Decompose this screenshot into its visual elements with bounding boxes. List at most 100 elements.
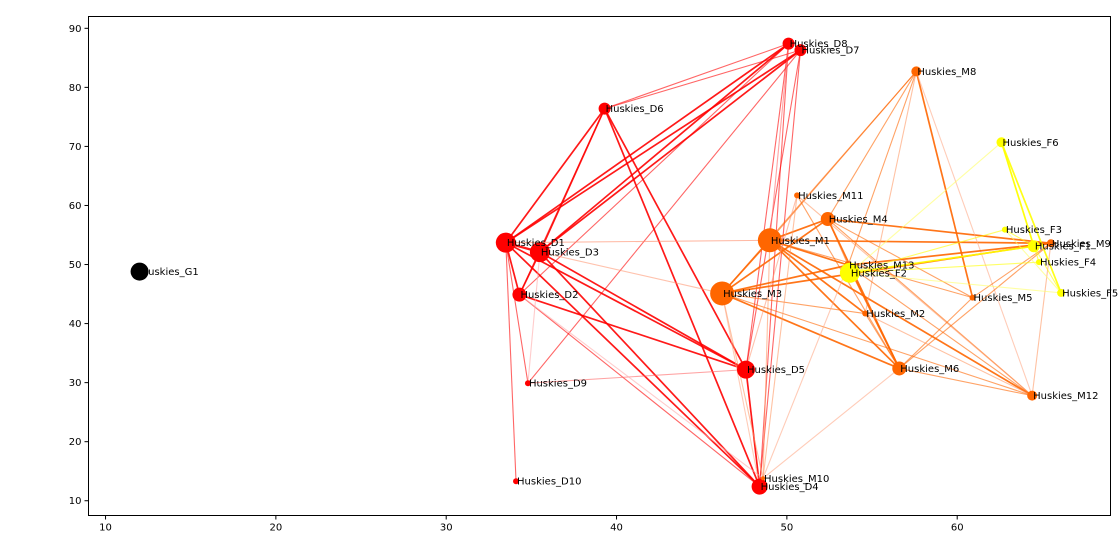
node-huskies-m12	[1027, 390, 1038, 401]
node-huskies-m3	[710, 281, 735, 306]
y-tick-label: 60	[69, 201, 82, 212]
node-huskies-d10	[513, 478, 520, 485]
edge-huskies-d1-huskies-m1	[505, 239, 770, 244]
node-huskies-m11	[794, 192, 801, 199]
edge-huskies-m3-huskies-m6	[721, 292, 900, 370]
x-tick-label: 10	[99, 523, 112, 534]
edge-huskies-d2-huskies-m10	[519, 294, 764, 479]
x-tick-label: 20	[269, 523, 282, 534]
edge-huskies-m8-huskies-m12	[915, 71, 1033, 396]
node-label-huskies-m9: Huskies_M9	[1052, 239, 1111, 250]
edge-huskies-m4-huskies-m13	[827, 218, 849, 266]
edge-huskies-d8-huskies-d5	[745, 43, 790, 370]
node-label-huskies-m13: Huskies_M13	[849, 261, 914, 272]
edge-huskies-m9-huskies-m12	[1031, 243, 1052, 396]
edge-huskies-m3-huskies-m12	[721, 292, 1033, 397]
node-huskies-f1	[1027, 240, 1040, 253]
y-tick-label: 50	[69, 260, 82, 271]
y-axis-ticks: 10 20 30 40 50 60 70 80 90	[69, 24, 89, 507]
node-label-huskies-m8: Huskies_M8	[917, 67, 976, 78]
edge-huskies-d9-huskies-d5	[527, 369, 747, 384]
x-axis-ticks: 10 20 30 40 50 60	[99, 515, 964, 534]
edge-huskies-d1-huskies-d4	[505, 242, 761, 488]
node-label-huskies-f3: Huskies_F3	[1006, 225, 1062, 236]
edge-huskies-m3-huskies-m2	[722, 292, 866, 315]
edge-huskies-d3-huskies-m3	[539, 251, 723, 294]
y-tick-label: 70	[69, 142, 82, 153]
node-huskies-g1	[130, 262, 149, 281]
node-huskies-f4	[1035, 259, 1042, 266]
edge-huskies-d5-huskies-m11	[745, 195, 798, 370]
node-huskies-m10	[761, 476, 766, 481]
edge-huskies-f2-huskies-f4	[849, 261, 1039, 274]
node-label-huskies-m12: Huskies_M12	[1033, 391, 1098, 402]
node-huskies-d5	[736, 360, 755, 379]
node-label-huskies-d3: Huskies_D3	[541, 248, 599, 259]
node-label-huskies-f5: Huskies_F5	[1062, 288, 1118, 299]
node-huskies-d7	[794, 44, 807, 57]
edge-huskies-m4-huskies-m8	[827, 71, 917, 220]
edge-huskies-m6-huskies-m13	[847, 264, 901, 369]
node-label-huskies-d10: Huskies_D10	[517, 477, 581, 488]
node-label-huskies-m5: Huskies_M5	[974, 293, 1033, 304]
edge-huskies-m8-huskies-m2	[864, 71, 917, 314]
plot-frame	[88, 16, 1111, 516]
node-label-huskies-d2: Huskies_D2	[520, 290, 578, 301]
edge-huskies-d1-huskies-d9	[505, 242, 529, 384]
x-tick-label: 60	[951, 523, 964, 534]
node-label-huskies-m2: Huskies_M2	[866, 309, 925, 320]
edge-huskies-d2-huskies-d5	[519, 293, 747, 371]
edge-huskies-d1-huskies-d10	[505, 242, 517, 482]
nodes-layer	[130, 37, 1066, 495]
edge-huskies-m1-huskies-m10	[762, 240, 771, 479]
node-label-huskies-d5: Huskies_D5	[747, 365, 805, 376]
x-tick-label: 40	[610, 523, 623, 534]
node-label-huskies-m11: Huskies_M11	[798, 191, 863, 202]
edge-huskies-d6-huskies-d4	[603, 108, 761, 487]
edge-huskies-f2-huskies-f5	[849, 272, 1062, 294]
edge-huskies-m1-huskies-m6	[769, 239, 900, 370]
edge-huskies-f2-huskies-f1	[849, 245, 1034, 274]
node-label-huskies-f6: Huskies_F6	[1002, 138, 1058, 149]
edge-huskies-d2-huskies-d8	[519, 43, 789, 296]
node-huskies-d6	[598, 102, 611, 115]
node-huskies-m9	[1046, 239, 1055, 248]
edge-huskies-d3-huskies-d7	[539, 49, 802, 253]
node-huskies-d9	[524, 380, 531, 387]
node-huskies-f5	[1057, 288, 1066, 297]
edge-huskies-d9-huskies-d3	[527, 252, 541, 384]
node-huskies-d4	[751, 478, 768, 495]
edge-huskies-m6-huskies-m12	[899, 367, 1033, 397]
edge-huskies-m11-huskies-m12	[796, 195, 1033, 397]
y-tick-label: 10	[69, 496, 82, 507]
edge-huskies-d9-huskies-d7	[527, 49, 801, 384]
edge-huskies-m8-huskies-m13	[847, 71, 917, 266]
node-label-huskies-g1: Huskies_G1	[141, 267, 199, 278]
edge-huskies-m3-huskies-m10	[721, 293, 764, 479]
node-labels-layer: Huskies_G1 Huskies_D1 Huskies_D2 Huskies_D3…	[141, 39, 1119, 493]
node-label-huskies-m6: Huskies_M6	[900, 364, 959, 375]
node-label-huskies-d7: Huskies_D7	[801, 46, 859, 57]
edge-huskies-d7-huskies-d4	[759, 50, 802, 487]
node-label-huskies-m4: Huskies_M4	[829, 215, 888, 226]
edge-huskies-f6-huskies-f2	[849, 141, 1002, 274]
edge-huskies-d6-huskies-d5	[603, 108, 747, 371]
edge-huskies-d3-huskies-d5	[539, 251, 747, 371]
edge-huskies-d3-huskies-d8	[539, 43, 790, 253]
edge-huskies-d1-huskies-d5	[505, 241, 747, 371]
edge-huskies-m3-huskies-m4	[721, 218, 829, 295]
node-label-huskies-d4: Huskies_D4	[761, 482, 819, 493]
y-tick-label: 20	[69, 437, 82, 448]
edge-huskies-f3-huskies-f5	[1004, 229, 1062, 294]
node-label-huskies-f4: Huskies_F4	[1040, 258, 1096, 269]
x-tick-label: 30	[440, 523, 453, 534]
node-label-huskies-d8: Huskies_D8	[790, 39, 848, 50]
edge-huskies-d2-huskies-d6	[518, 108, 606, 295]
edge-huskies-m2-huskies-m12	[864, 313, 1033, 397]
node-huskies-d3	[529, 242, 550, 263]
edge-huskies-d1-huskies-d6	[505, 108, 606, 244]
node-huskies-d1	[495, 232, 516, 253]
node-huskies-m5	[969, 294, 976, 301]
node-huskies-m8	[911, 66, 922, 77]
edge-huskies-f2-huskies-f3	[849, 229, 1006, 274]
